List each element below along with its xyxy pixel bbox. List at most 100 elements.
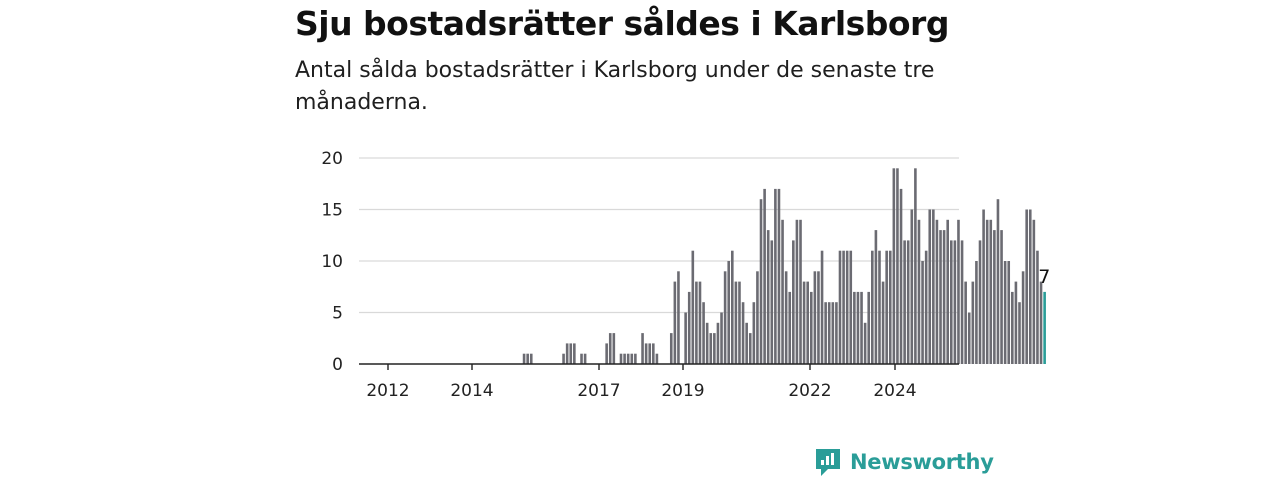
bar [881,281,885,364]
bar [806,281,809,364]
bar [993,230,996,364]
bar [874,230,878,364]
bar [573,343,576,364]
bar [608,333,612,364]
bar [522,353,526,364]
x-tick-label: 2024 [873,381,916,401]
newsworthy-logo: Newsworthy [814,446,994,478]
bar [691,250,695,364]
bar [856,291,860,364]
bar [917,219,921,364]
bar [731,250,734,364]
bar [888,250,892,364]
bar [777,188,781,364]
bar [1025,209,1028,364]
bar [863,322,867,364]
bar [842,250,845,364]
bar [799,219,802,364]
bar [845,250,849,364]
bar [752,302,756,364]
bar [849,250,853,364]
bar [813,271,817,364]
bar [975,261,978,364]
bar [1028,209,1032,364]
bar [702,302,705,364]
x-tick-label: 2017 [577,381,620,401]
bar [695,281,698,364]
bar [677,271,680,364]
bar [853,291,856,364]
bar [960,240,964,364]
bar [989,219,993,364]
bar [957,219,960,364]
bar [569,343,573,364]
y-tick-label: 0 [332,355,343,375]
chart-title: Sju bostadsrätter såldes i Karlsborg [295,4,949,43]
bar [655,353,659,364]
bar [684,312,687,364]
bar [788,291,792,364]
y-tick-label: 10 [321,252,343,272]
bar [860,291,863,364]
x-tick-label: 2012 [366,381,409,401]
bar [720,312,723,364]
bar [967,312,971,364]
bar [641,333,644,364]
bar [906,240,910,364]
bar [687,291,691,364]
x-tick-label: 2022 [788,381,831,401]
bar [932,209,935,364]
bar [949,240,953,364]
bar [939,230,942,364]
bar [709,333,713,364]
bar [562,353,565,364]
bar [996,199,1000,364]
bar [1021,271,1025,364]
bar [838,250,842,364]
bar [1007,261,1011,364]
bar [1036,250,1039,364]
bar [792,240,795,364]
bar [648,343,652,364]
bar [781,219,784,364]
bar [1032,219,1036,364]
bar [784,271,788,364]
bar [871,250,874,364]
bar [867,291,871,364]
bar [623,353,626,364]
bar [1011,291,1014,364]
x-tick-label: 2019 [661,381,704,401]
bar [716,322,720,364]
highlight-value-label: 7 [1038,266,1050,288]
bar [935,219,939,364]
bar [727,261,731,364]
bar [756,271,759,364]
bar [928,209,932,364]
bar [985,219,989,364]
bar [529,353,533,364]
bar [910,209,914,364]
bar [1014,281,1018,364]
bar [971,281,975,364]
bar [705,322,709,364]
bar [903,240,906,364]
bar [946,219,949,364]
bar [817,271,820,364]
bar [565,343,569,364]
bar [878,250,881,364]
bar [924,250,928,364]
bar [634,353,637,364]
y-tick-label: 20 [321,149,343,169]
bar [619,353,623,364]
bar [759,199,763,364]
bar [892,168,896,364]
bar [774,188,777,364]
bar [612,333,616,364]
highlighted-bar [1043,291,1046,364]
bar [644,343,648,364]
bar [921,261,924,364]
chart-subtitle: Antal sålda bostadsrätter i Karlsborg un… [295,58,935,115]
bar [630,353,634,364]
bar [583,353,587,364]
